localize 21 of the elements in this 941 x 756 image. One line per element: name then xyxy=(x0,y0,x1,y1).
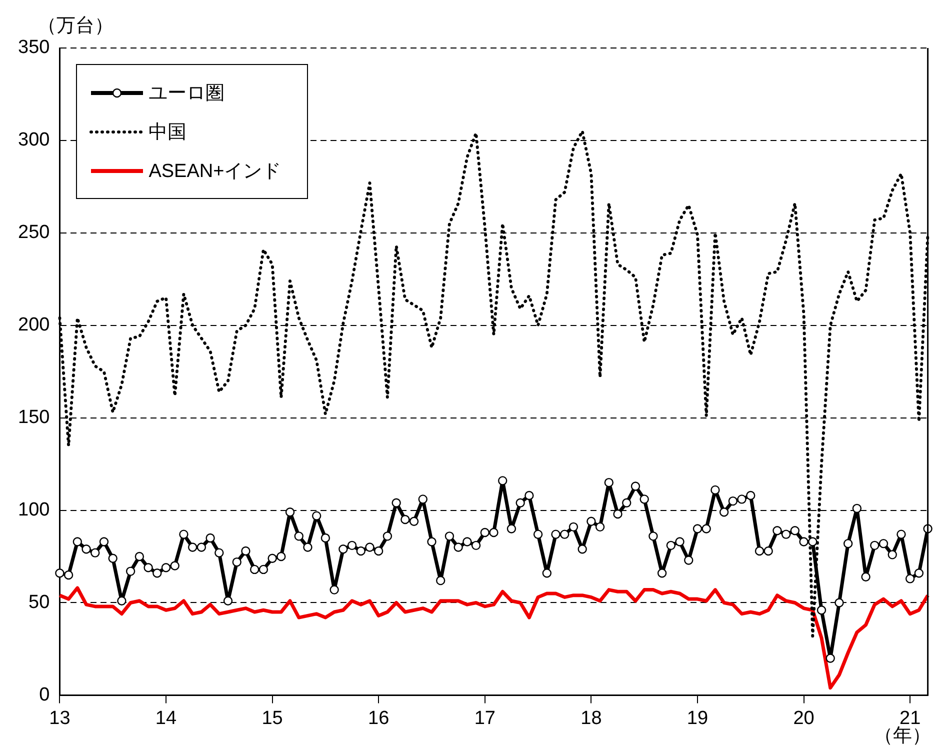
y-axis-title: （万台） xyxy=(38,16,114,37)
x-tick-label: 18 xyxy=(580,708,602,729)
x-tick-label: 14 xyxy=(155,708,177,729)
x-tick-label: 16 xyxy=(368,708,390,729)
legend-label: ユーロ圏 xyxy=(148,82,225,106)
legend-label: 中国 xyxy=(148,120,187,144)
y-tick-label: 300 xyxy=(18,130,50,151)
x-tick-label: 20 xyxy=(793,708,814,729)
y-tick-label: 0 xyxy=(39,684,50,706)
x-tick-label: 15 xyxy=(262,708,283,729)
y-tick-label: 50 xyxy=(28,592,50,613)
y-tick-label: 100 xyxy=(18,500,50,521)
x-tick-label: 17 xyxy=(474,708,496,729)
y-tick-label: 200 xyxy=(18,314,50,336)
x-tick-label: 19 xyxy=(686,708,708,729)
y-tick-label: 150 xyxy=(18,407,50,428)
y-tick-label: 250 xyxy=(18,222,50,244)
y-tick-label: 350 xyxy=(18,37,50,58)
x-axis-title: （年） xyxy=(874,726,931,747)
x-tick-label: 13 xyxy=(49,708,70,729)
legend-label: ASEAN+インド xyxy=(148,160,282,184)
